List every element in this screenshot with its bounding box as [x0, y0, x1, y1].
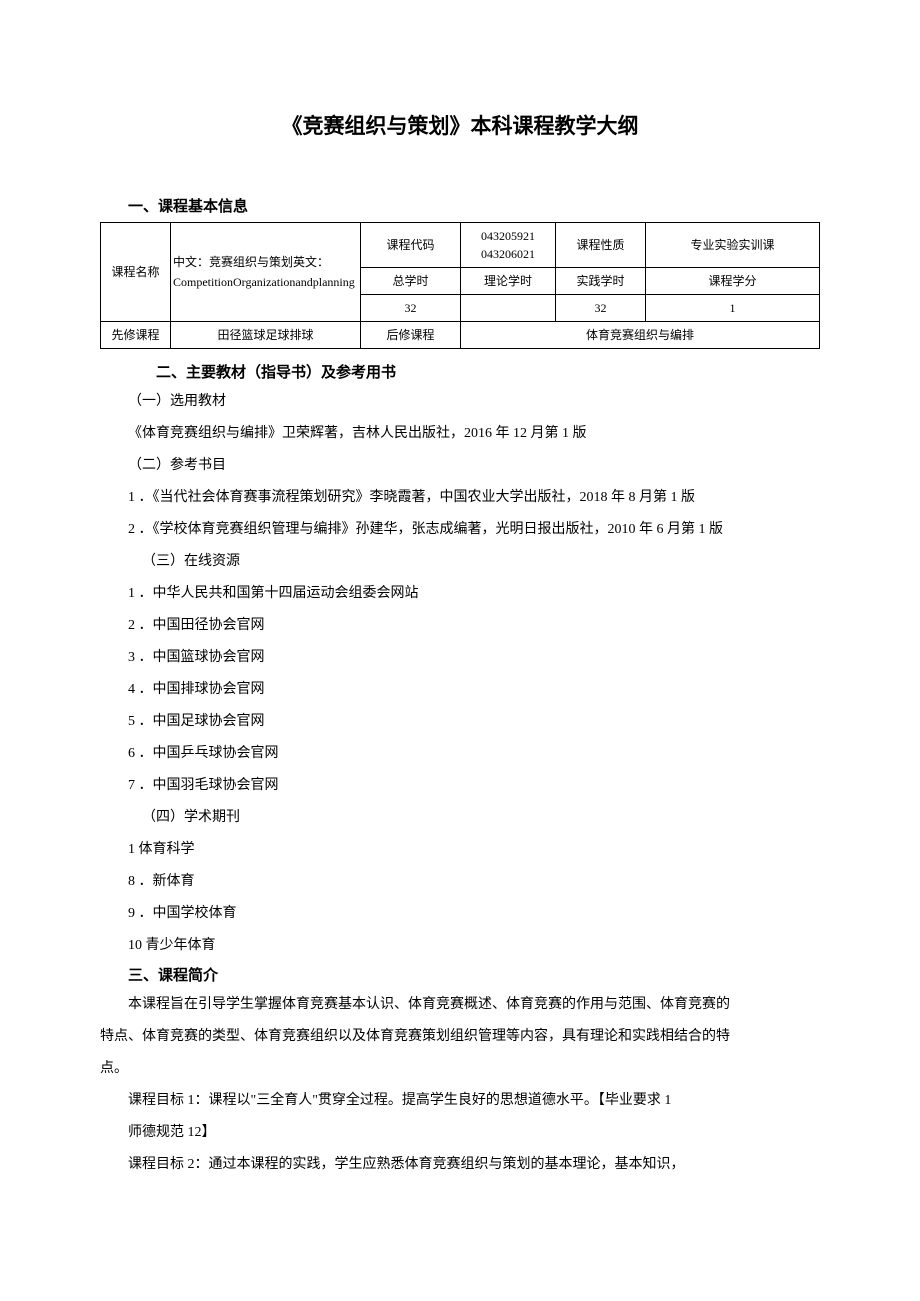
paragraph-span: 点。	[100, 1061, 128, 1076]
section3-heading: 三、课程简介	[100, 964, 820, 985]
table-row: 先修课程 田径篮球足球排球 后修课程 体育竞赛组织与编排	[101, 322, 820, 349]
reference-item: 2 ．《学校体育竞赛组织管理与编排》孙建华，张志成编著，光明日报出版社，2010…	[100, 516, 820, 544]
journal-item: 1 体育科学	[100, 836, 820, 864]
postreq-value: 体育竞赛组织与编排	[461, 322, 820, 349]
journal-item: 8 ．新体育	[100, 868, 820, 896]
total-hours-value: 32	[361, 295, 461, 322]
course-goal-1-cont: 师德规范 12】	[100, 1119, 820, 1147]
reference-item: 1 ．《当代社会体育赛事流程策划研究》李晓霞著，中国农业大学出版社，2018 年…	[100, 484, 820, 512]
subsection-title: （一）选用教材	[100, 388, 820, 416]
paragraph-span: 本课程旨在引导学生掌握体育竞赛基本认识、体育竞赛概述、体育竞赛的作用与范围、体育…	[128, 997, 730, 1012]
paragraph: 特点、体育竞赛的类型、体育竞赛组织以及体育竞赛策划组织管理等内容，具有理论和实践…	[100, 1023, 820, 1051]
theory-hours-value	[461, 295, 556, 322]
course-code-value: 043205921 043206021	[461, 223, 556, 268]
subsection-title: （二）参考书目	[100, 452, 820, 480]
course-nature-value: 专业实验实训课	[646, 223, 820, 268]
journal-item: 9 ．中国学校体育	[100, 900, 820, 928]
course-name-value: 中文：竞赛组织与策划英文：CompetitionOrganizationandp…	[171, 223, 361, 322]
online-resource-item: 1 ．中华人民共和国第十四届运动会组委会网站	[100, 580, 820, 608]
course-nature-label: 课程性质	[556, 223, 646, 268]
course-code-label: 课程代码	[361, 223, 461, 268]
theory-hours-label: 理论学时	[461, 268, 556, 295]
subsection-title: （四）学术期刊	[100, 804, 820, 832]
total-hours-label: 总学时	[361, 268, 461, 295]
course-goal-1: 课程目标 1：课程以"三全育人"贯穿全过程。提高学生良好的思想道德水平。【毕业要…	[100, 1087, 820, 1115]
online-resource-item: 2 ．中国田径协会官网	[100, 612, 820, 640]
section1-heading: 一、课程基本信息	[100, 195, 820, 216]
course-info-table: 课程名称 中文：竞赛组织与策划英文：CompetitionOrganizatio…	[100, 222, 820, 349]
practice-hours-label: 实践学时	[556, 268, 646, 295]
document-title: 《竞赛组织与策划》本科课程教学大纲	[100, 110, 820, 140]
practice-hours-value: 32	[556, 295, 646, 322]
postreq-label: 后修课程	[361, 322, 461, 349]
online-resource-item: 6 ．中国乒乓球协会官网	[100, 740, 820, 768]
prereq-value: 田径篮球足球排球	[171, 322, 361, 349]
paragraph-span: 特点、体育竞赛的类型、体育竞赛组织以及体育竞赛策划组织管理等内容，具有理论和实践…	[100, 1029, 730, 1044]
online-resource-item: 5 ．中国足球协会官网	[100, 708, 820, 736]
journal-item: 10 青少年体育	[100, 932, 820, 960]
online-resource-item: 3 ．中国篮球协会官网	[100, 644, 820, 672]
credit-label: 课程学分	[646, 268, 820, 295]
section2-heading: 二、主要教材（指导书）及参考用书	[100, 361, 820, 382]
online-resource-item: 4 ．中国排球协会官网	[100, 676, 820, 704]
credit-value: 1	[646, 295, 820, 322]
paragraph: 点。	[100, 1055, 820, 1083]
course-name-label: 课程名称	[101, 223, 171, 322]
paragraph: 本课程旨在引导学生掌握体育竞赛基本认识、体育竞赛概述、体育竞赛的作用与范围、体育…	[100, 991, 820, 1019]
subsection-title: （三）在线资源	[100, 548, 820, 576]
textbook-item: 《体育竞赛组织与编排》卫荣辉著，吉林人民出版社，2016 年 12 月第 1 版	[100, 420, 820, 448]
prereq-label: 先修课程	[101, 322, 171, 349]
course-goal-2: 课程目标 2：通过本课程的实践，学生应熟悉体育竞赛组织与策划的基本理论，基本知识…	[100, 1151, 820, 1179]
online-resource-item: 7 ．中国羽毛球协会官网	[100, 772, 820, 800]
table-row: 课程名称 中文：竞赛组织与策划英文：CompetitionOrganizatio…	[101, 223, 820, 268]
